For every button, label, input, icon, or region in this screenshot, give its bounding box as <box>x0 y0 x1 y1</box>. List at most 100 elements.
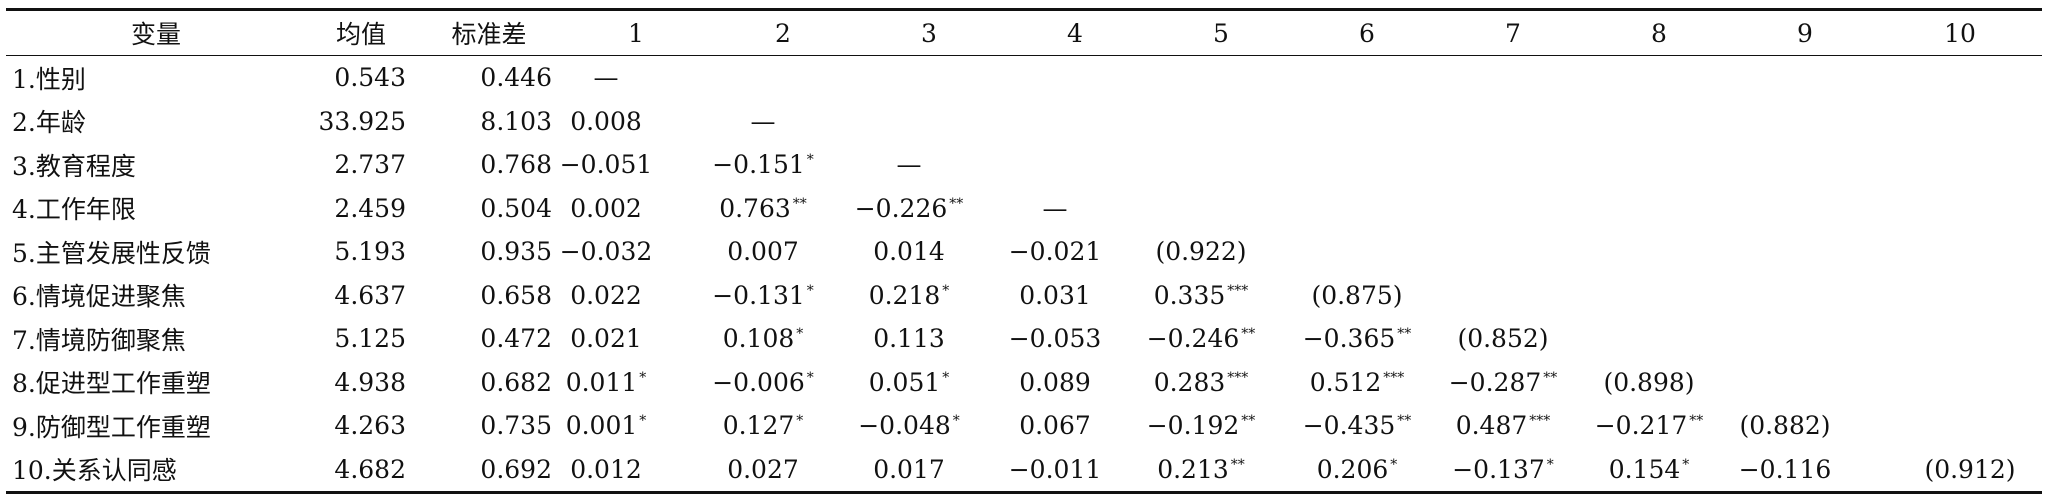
correlation-value: (0.875) <box>1311 280 1403 310</box>
row-label: 4.工作年限 <box>12 195 136 225</box>
correlation-value: 0.763 <box>719 193 791 223</box>
correlation-value: 0.113 <box>873 324 945 354</box>
correlation-cell <box>1148 100 1294 144</box>
mean-cell: 33.925 <box>318 106 406 136</box>
correlation-cell <box>1878 187 2042 231</box>
correlation-cell: 0.206 * <box>1294 448 1440 493</box>
correlation-cell: 0.487 *** <box>1440 404 1586 448</box>
correlation-value: 0.027 <box>727 454 799 484</box>
correlation-value: −0.131 <box>712 280 805 310</box>
mean-cell: 0.543 <box>334 63 406 93</box>
correlation-cell: −0.021 <box>1002 230 1148 274</box>
sd-cell: 0.768 <box>480 150 552 180</box>
significance-marker: *** <box>1383 369 1405 386</box>
correlation-cell: −0.151 * <box>710 143 856 187</box>
correlation-value: −0.151 <box>712 150 805 180</box>
header-cell: 均值 <box>335 20 386 49</box>
correlation-cell: — <box>1002 187 1148 231</box>
correlation-value: 0.022 <box>570 280 642 310</box>
correlation-cell: 0.022 <box>562 274 710 318</box>
correlation-cell <box>856 56 1002 100</box>
sd-cell: 8.103 <box>480 106 552 136</box>
sd-cell: 0.935 <box>480 237 552 267</box>
correlation-cell: 0.067 <box>1002 404 1148 448</box>
row-label: 5.主管发展性反馈 <box>12 238 211 268</box>
table-row: 9.防御型工作重塑 4.263 0.735 0.001 * 0.127 * −0.048 * 0.… <box>6 404 2042 448</box>
sd-cell: 0.504 <box>480 193 552 223</box>
mean-cell: 5.125 <box>334 324 406 354</box>
correlation-cell <box>1294 143 1440 187</box>
correlation-cell <box>1440 56 1586 100</box>
correlation-value: (0.922) <box>1155 237 1247 267</box>
correlation-value: 0.108 <box>722 324 795 354</box>
significance-marker: * <box>796 326 804 343</box>
table-row: 5.主管发展性反馈 5.193 0.935 −0.032 0.007 0.014 −0.02… <box>6 230 2042 274</box>
correlation-cell: 0.113 <box>856 317 1002 361</box>
correlation-cell: −0.226 ** <box>854 187 1002 231</box>
correlation-cell: −0.116 <box>1732 448 1878 493</box>
significance-marker: * <box>1682 456 1690 473</box>
correlation-value: 0.512 <box>1309 367 1382 397</box>
correlation-cell: 0.154 * <box>1586 448 1732 493</box>
correlation-cell <box>1002 56 1148 100</box>
correlation-cell: −0.131 * <box>710 274 856 318</box>
sd-cell: 0.682 <box>480 367 552 397</box>
correlation-cell: 0.108 * <box>710 317 856 361</box>
table-row: 8.促进型工作重塑 4.938 0.682 0.011 * −0.006 * 0.051 * 0.… <box>6 361 2042 405</box>
header-cell: 标准差 <box>451 20 527 49</box>
correlation-cell: (0.852) <box>1440 317 1586 361</box>
significance-marker: * <box>806 152 814 169</box>
correlation-cell: (0.922) <box>1148 230 1294 274</box>
correlation-cell: −0.435 ** <box>1294 404 1440 448</box>
mean-cell: 4.637 <box>334 280 406 310</box>
correlation-cell <box>1878 404 2042 448</box>
correlation-value: 0.089 <box>1019 367 1091 397</box>
correlation-cell: (0.912) <box>1878 448 2042 493</box>
correlation-cell <box>1294 230 1440 274</box>
correlation-cell <box>1586 317 1732 361</box>
correlation-cell: 0.008 <box>562 100 710 144</box>
significance-marker: ** <box>1689 413 1704 430</box>
row-label: 7.情境防御聚焦 <box>12 325 186 355</box>
significance-marker: ** <box>949 195 964 212</box>
correlation-cell <box>1002 100 1148 144</box>
significance-marker: *** <box>1227 369 1249 386</box>
significance-marker: *** <box>1529 413 1551 430</box>
row-label: 8.促进型工作重塑 <box>12 369 211 399</box>
correlation-cell <box>1732 274 1878 318</box>
correlation-value: 0.213 <box>1157 454 1229 484</box>
correlation-value: 0.008 <box>570 106 642 136</box>
mean-cell: 2.459 <box>334 193 406 223</box>
significance-marker: * <box>806 369 814 386</box>
correlation-value: 0.127 <box>722 411 795 441</box>
correlation-cell <box>1586 100 1732 144</box>
correlation-cell <box>1294 100 1440 144</box>
correlation-value: — <box>750 106 776 136</box>
correlation-cell: −0.032 <box>559 230 710 274</box>
table-row: 2.年龄 33.925 8.103 0.008 — <box>6 100 2042 144</box>
correlation-value: 0.487 <box>1455 411 1528 441</box>
correlation-value: −0.287 <box>1448 367 1542 397</box>
correlation-value: −0.032 <box>559 237 653 267</box>
sd-cell: 0.658 <box>480 280 552 310</box>
significance-marker: ** <box>1241 413 1256 430</box>
correlation-cell: 0.218 * <box>856 274 1002 318</box>
row-label: 10.关系认同感 <box>12 456 177 486</box>
significance-marker: ** <box>1230 456 1245 473</box>
correlation-value: 0.012 <box>570 454 642 484</box>
header-row: 变量 均值 标准差 1 2 3 4 5 6 7 8 9 10 <box>6 9 2042 56</box>
correlation-cell: −0.011 <box>1002 448 1148 493</box>
correlation-cell <box>1878 230 2042 274</box>
correlation-cell <box>1002 143 1148 187</box>
table-row: 10.关系认同感 4.682 0.692 0.012 0.027 0.017 −0.011 0… <box>6 448 2042 493</box>
row-label: 1.性别 <box>12 64 86 94</box>
mean-cell: 4.263 <box>334 411 406 441</box>
significance-marker: ** <box>1397 413 1412 430</box>
correlation-value: 0.011 <box>565 367 638 397</box>
header-cell: 变量 <box>130 20 181 49</box>
correlation-cell <box>1148 56 1294 100</box>
header-cell: 5 <box>1213 18 1229 48</box>
correlation-cell <box>1878 317 2042 361</box>
correlation-cell: 0.213 ** <box>1148 448 1294 493</box>
correlation-value: −0.226 <box>854 193 948 223</box>
